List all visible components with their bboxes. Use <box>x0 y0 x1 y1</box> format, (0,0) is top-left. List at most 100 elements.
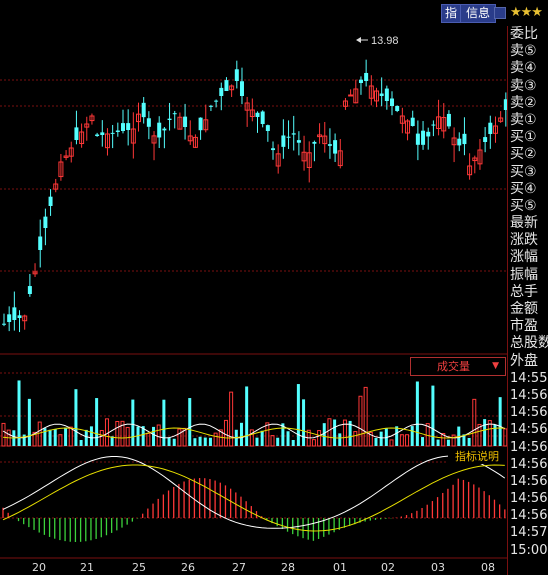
date-label: 01 <box>333 561 347 574</box>
candle-body <box>43 216 48 228</box>
volume-bar <box>410 426 414 446</box>
volume-bar <box>167 437 171 446</box>
quote-field-label: 买⑤ <box>510 197 537 214</box>
candle-body <box>327 144 332 146</box>
quote-field-label: 买④ <box>510 180 537 197</box>
volume-bar <box>58 434 63 447</box>
quote-panel: 委比 卖⑤ 卖④ 卖③ 卖② 卖① 买① 买② 买③ 买④ 买⑤ 最新 涨跌 涨幅 振幅 总手 金额 市盈 总股数外… <box>507 26 548 575</box>
volume-bar <box>177 428 182 447</box>
candle-body <box>291 133 296 135</box>
candle-body <box>426 131 431 137</box>
volume-bar <box>368 431 373 447</box>
candle-body <box>12 307 17 320</box>
candle-body <box>296 140 301 143</box>
quote-field-label: 委比 <box>510 26 538 42</box>
volume-bar <box>353 431 358 447</box>
candle-body <box>7 314 12 322</box>
volume-bar <box>327 418 332 447</box>
volume-bar <box>363 386 368 447</box>
candle-body <box>2 323 6 325</box>
volume-bar <box>379 431 383 446</box>
date-label: 03 <box>431 561 445 574</box>
candle-body <box>492 125 498 134</box>
candle-body <box>337 150 343 167</box>
volume-bar <box>338 433 342 446</box>
volume-bar <box>203 437 207 446</box>
date-label: 25 <box>132 561 146 574</box>
candle-body <box>477 149 483 165</box>
volume-bar <box>487 420 492 447</box>
volume-bar <box>483 419 487 446</box>
candle-body <box>38 236 43 250</box>
volume-bar <box>260 430 264 446</box>
candle-body <box>333 140 338 154</box>
volume-bar <box>302 399 306 446</box>
candle-body <box>229 85 235 91</box>
volume-bar <box>477 423 482 447</box>
candle-body <box>208 105 213 107</box>
panel-toggle-square[interactable] <box>494 7 506 19</box>
candle-body <box>342 100 348 107</box>
candle-body <box>22 315 28 322</box>
volume-bar <box>291 439 295 446</box>
volume-bar <box>229 391 234 447</box>
quote-field-label: 买① <box>510 129 537 146</box>
tick-time: 14:56 <box>510 491 548 507</box>
candle-body <box>384 88 389 101</box>
candle-body <box>488 122 493 134</box>
volume-bar <box>358 395 363 447</box>
rating-stars: ★★★ <box>510 5 543 20</box>
volume-bar <box>74 389 78 446</box>
chart-gridlines <box>0 79 507 559</box>
quote-field-label: 金额 <box>510 301 538 317</box>
candle-body <box>503 99 507 110</box>
candle-body <box>301 151 307 162</box>
kline-chart[interactable]: 13.98 <box>0 26 507 571</box>
volume-bar <box>399 434 404 447</box>
price-annotation-group: 13.98 <box>356 35 399 47</box>
candle-body <box>467 165 473 176</box>
volume-bar <box>249 429 254 447</box>
volume-bar <box>193 438 197 446</box>
volume-bar <box>64 427 68 446</box>
volume-bar <box>333 419 337 446</box>
volume-bar <box>374 437 378 446</box>
volume-bar <box>348 420 352 446</box>
quote-field-label: 买② <box>510 146 537 163</box>
date-label: 08 <box>481 561 495 574</box>
candle-body <box>126 123 131 130</box>
candle-body <box>348 94 354 97</box>
info-button[interactable]: 信息 <box>460 4 496 23</box>
volume-bar <box>213 432 218 447</box>
volume-bar <box>208 437 212 446</box>
volume-bar <box>503 428 507 447</box>
candle-body <box>100 132 105 135</box>
tick-time: 14:56 <box>510 387 548 403</box>
volume-bar <box>131 399 135 446</box>
candle-body <box>498 117 504 122</box>
candle-body <box>271 148 276 151</box>
candle-body <box>483 137 488 142</box>
volume-indicator-selector[interactable]: 成交量 ▼ <box>410 357 506 376</box>
volume-bar <box>84 429 88 446</box>
candle-body <box>244 102 250 111</box>
volume-ma-line <box>2 427 505 439</box>
candle-body <box>95 134 100 136</box>
volume-bar <box>472 398 477 447</box>
candle-body <box>141 102 146 118</box>
candle-body <box>265 125 270 131</box>
candle-body <box>120 123 125 131</box>
volume-bar <box>421 437 425 446</box>
candle-body <box>322 135 328 145</box>
dropdown-arrow-icon: ▼ <box>492 361 499 371</box>
volume-bar <box>43 428 47 446</box>
indicator-description-button[interactable]: 指标说明 <box>448 449 506 464</box>
quote-field-label: 市盈 <box>510 318 538 335</box>
candle-body <box>364 72 369 81</box>
tick-time: 14:56 <box>510 508 548 524</box>
date-label: 20 <box>32 561 46 574</box>
candle-body <box>177 116 183 130</box>
tick-time: 14:57 <box>510 525 548 541</box>
indicator-toggle-button[interactable]: 指 <box>441 4 461 23</box>
volume-bar <box>120 420 125 447</box>
